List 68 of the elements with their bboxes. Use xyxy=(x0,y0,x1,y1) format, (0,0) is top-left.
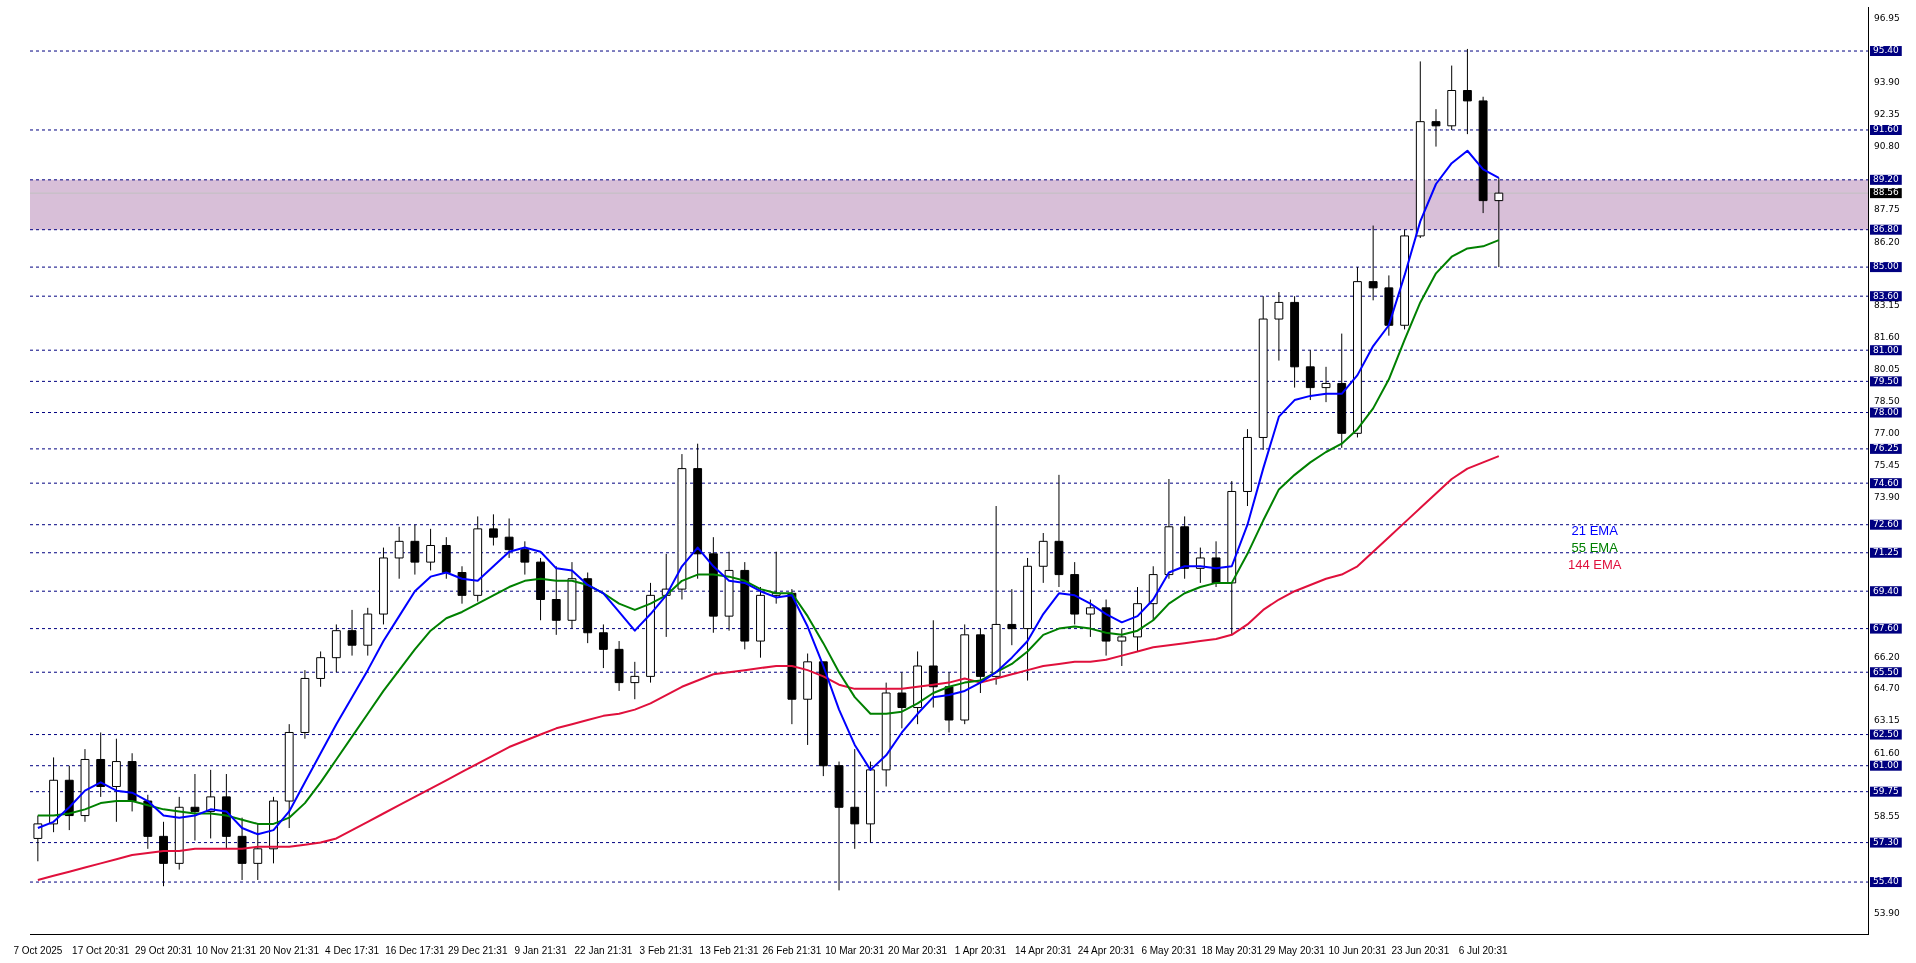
ref-line-label: 57.30 xyxy=(1873,836,1900,847)
y-tick-label: 80.05 xyxy=(1874,364,1900,375)
ref-line-label: 95.40 xyxy=(1873,45,1900,56)
y-tick-label: 81.60 xyxy=(1874,332,1901,343)
ref-line-label: 91.60 xyxy=(1873,124,1900,135)
x-tick-label: 3 Feb 21:31 xyxy=(639,944,694,956)
ref-line-label: 67.60 xyxy=(1873,622,1900,633)
y-tick-label: 96.95 xyxy=(1874,13,1900,24)
ref-line-label: 81.00 xyxy=(1873,344,1900,355)
ref-line-label: 83.60 xyxy=(1873,290,1900,301)
ref-line-label: 78.00 xyxy=(1873,406,1900,417)
ref-line-label: 79.50 xyxy=(1873,375,1900,386)
y-tick-label: 87.75 xyxy=(1874,204,1900,215)
x-tick-label: 9 Jan 21:31 xyxy=(514,944,568,956)
ref-line-label: 74.60 xyxy=(1873,477,1900,488)
y-tick-label: 92.35 xyxy=(1874,108,1900,119)
y-tick-label: 75.45 xyxy=(1874,459,1900,470)
y-tick-label: 90.80 xyxy=(1874,140,1901,151)
text: 21 EMA xyxy=(1570,521,1619,539)
x-tick-label: 14 Apr 20:31 xyxy=(1014,944,1073,956)
ref-line-label: 65.50 xyxy=(1873,666,1900,677)
x-tick-label: 6 Jul 20:31 xyxy=(1458,944,1509,956)
ref-line-label: 72.60 xyxy=(1873,519,1900,530)
ref-line-label: 59.75 xyxy=(1873,786,1899,797)
y-tick-label: 64.70 xyxy=(1874,683,1901,694)
text: 55 EMA xyxy=(1570,538,1619,556)
y-tick-label: 58.55 xyxy=(1874,810,1900,821)
ref-line-label: 85.00 xyxy=(1873,261,1900,272)
ref-line-label: 89.20 xyxy=(1873,174,1900,185)
y-tick-label: 63.15 xyxy=(1874,715,1900,726)
x-tick-label: 7 Oct 2025 xyxy=(13,944,63,956)
ref-line-label: 55.40 xyxy=(1873,876,1900,887)
ref-line-label: 88.56 xyxy=(1873,187,1900,198)
x-tick-label: 4 Dec 17:31 xyxy=(325,944,380,956)
y-tick-label: 83.15 xyxy=(1874,299,1900,310)
x-tick-label: 29 Oct 20:31 xyxy=(134,944,193,956)
text: 144 EMA xyxy=(1568,555,1622,573)
x-tick-label: 10 Nov 21:31 xyxy=(196,944,257,956)
ref-line-label: 61.00 xyxy=(1873,760,1900,771)
y-tick-label: 73.90 xyxy=(1874,492,1901,503)
x-tick-label: 22 Jan 21:31 xyxy=(574,944,633,956)
y-tick-label: 93.90 xyxy=(1874,76,1901,87)
x-tick-label: 23 Jun 20:31 xyxy=(1391,944,1450,956)
x-tick-label: 29 May 20:31 xyxy=(1264,944,1326,956)
y-tick-label: 61.60 xyxy=(1874,747,1901,758)
x-tick-label: 24 Apr 20:31 xyxy=(1077,944,1135,956)
y-tick-label: 66.20 xyxy=(1874,652,1901,663)
x-tick-label: 13 Feb 21:31 xyxy=(699,944,759,956)
x-tick-label: 1 Apr 20:31 xyxy=(954,944,1007,956)
ref-line-label: 69.40 xyxy=(1873,585,1900,596)
ref-line-label: 62.50 xyxy=(1873,728,1900,739)
y-tick-label: 86.20 xyxy=(1874,236,1901,247)
ref-line-label: 86.80 xyxy=(1873,224,1900,235)
x-tick-label: 20 Nov 21:31 xyxy=(259,944,320,956)
y-tick-label: 77.00 xyxy=(1874,427,1901,438)
x-tick-label: 10 Jun 20:31 xyxy=(1328,944,1387,956)
x-tick-label: 18 May 20:31 xyxy=(1201,944,1263,956)
ref-line-label: 71.25 xyxy=(1873,547,1899,558)
x-tick-label: 16 Dec 17:31 xyxy=(385,944,446,956)
x-tick-label: 26 Feb 21:31 xyxy=(762,944,822,956)
ref-line-label: 76.25 xyxy=(1873,443,1899,454)
y-tick-label: 53.90 xyxy=(1874,907,1901,918)
x-tick-label: 6 May 20:31 xyxy=(1141,944,1197,956)
x-tick-label: 10 Mar 20:31 xyxy=(825,944,885,956)
x-tick-label: 17 Oct 20:31 xyxy=(72,944,130,956)
x-tick-label: 20 Mar 20:31 xyxy=(888,944,948,956)
x-tick-label: 29 Dec 21:31 xyxy=(447,944,508,956)
y-tick-label: 78.50 xyxy=(1874,396,1901,407)
